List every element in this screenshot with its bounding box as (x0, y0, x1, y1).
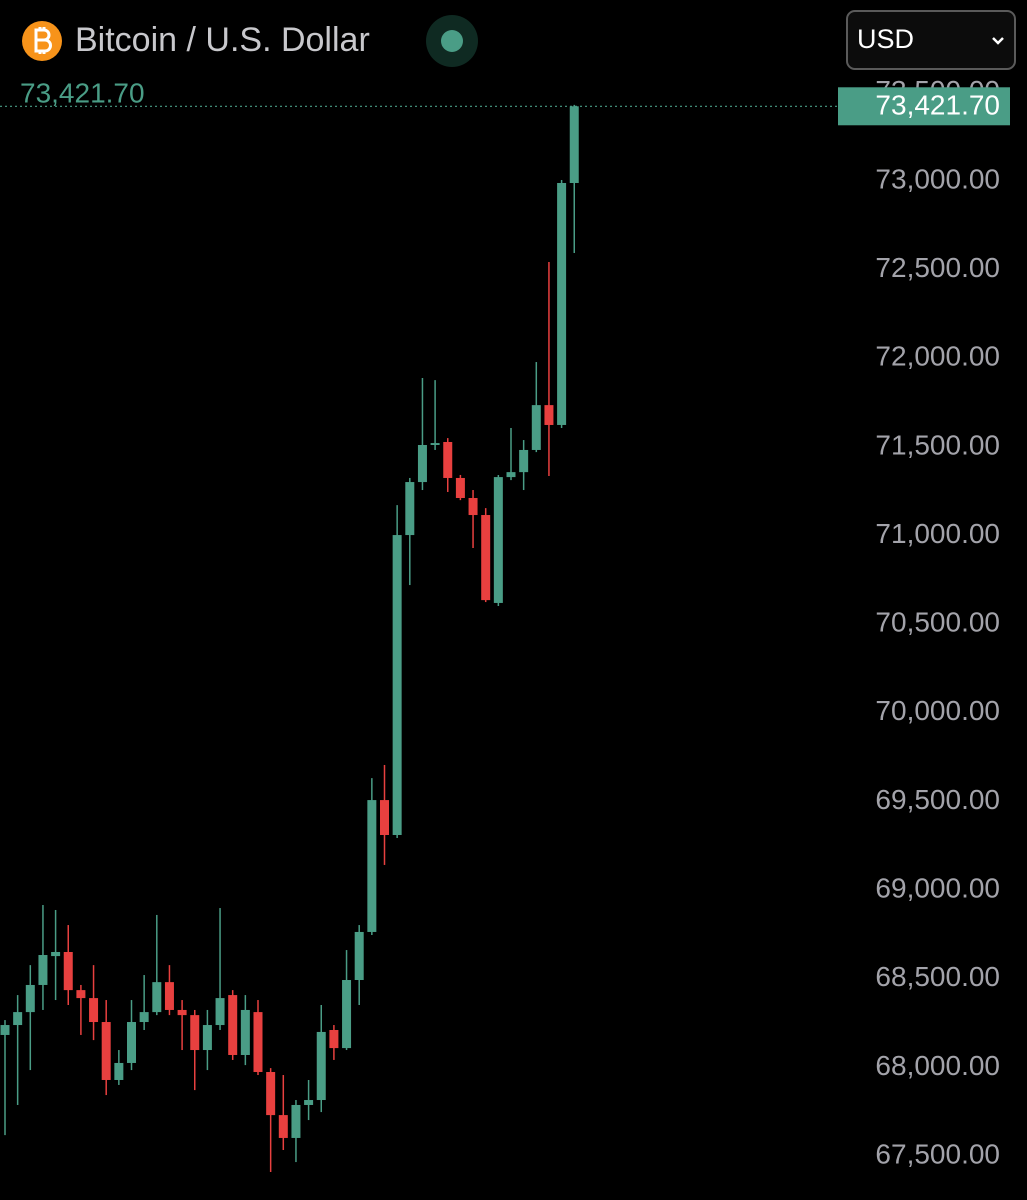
y-tick-label: 71,500.00 (875, 429, 1000, 460)
candle-body (266, 1072, 276, 1116)
candle-body (481, 515, 491, 601)
candle-body (101, 1022, 111, 1080)
y-tick-label: 71,000.00 (875, 518, 1000, 549)
candle-body (304, 1100, 314, 1105)
dropdown-chevron[interactable] (992, 37, 1004, 45)
candle-body (531, 405, 541, 450)
candle-body (417, 445, 427, 483)
y-tick-label: 70,500.00 (875, 607, 1000, 638)
candle-body (430, 443, 440, 446)
candle-body (544, 405, 554, 425)
candle-body (493, 477, 503, 603)
candle-body (506, 472, 516, 478)
y-tick-label: 69,500.00 (875, 784, 1000, 815)
bitcoin-glyph (34, 27, 52, 54)
candle-body (114, 1062, 124, 1080)
candle-body (569, 106, 579, 183)
y-tick-label: 67,500.00 (875, 1138, 1000, 1169)
y-tick-label: 68,500.00 (875, 961, 1000, 992)
y-tick-label: 73,000.00 (875, 163, 1000, 194)
candle-body (152, 982, 162, 1013)
y-tick-label: 72,500.00 (875, 252, 1000, 283)
y-tick-label: 69,000.00 (875, 873, 1000, 904)
candle-body (342, 980, 352, 1049)
chart-title: Bitcoin / U.S. Dollar (75, 21, 370, 59)
currency-dropdown[interactable] (846, 10, 1016, 70)
candle-body (38, 955, 48, 985)
candle-body (89, 998, 99, 1023)
candle-body (367, 800, 377, 932)
candle-body (291, 1104, 301, 1138)
header-price: 73,421.70 (20, 77, 145, 108)
candle-body (354, 931, 364, 981)
candle-body (202, 1025, 212, 1051)
candle-body (215, 998, 225, 1026)
candle-body (51, 951, 61, 957)
status-dot (441, 30, 463, 52)
candle-body (164, 982, 174, 1010)
candle-body (468, 498, 478, 516)
candle-body (455, 477, 465, 499)
candle-body (443, 441, 453, 478)
candle-body (76, 990, 86, 999)
candle-body (329, 1029, 339, 1049)
candle-body (380, 800, 389, 835)
candle-body (405, 482, 415, 536)
candle-body (190, 1015, 200, 1051)
candle-body (557, 182, 567, 425)
candle-body (392, 535, 402, 835)
candle-body (139, 1012, 149, 1023)
candle-body (253, 1012, 263, 1073)
last-price-tag-label: 73,421.70 (875, 90, 1000, 121)
candle-body (127, 1022, 136, 1063)
candle-body (63, 951, 73, 991)
candle-body (177, 1009, 187, 1016)
candle-body (13, 1012, 23, 1026)
candle-body (0, 1025, 10, 1035)
candle-body (240, 1009, 250, 1055)
candle-body (519, 449, 529, 473)
candle-body (316, 1031, 326, 1101)
last-price-tag (838, 87, 1010, 126)
candle-body (278, 1115, 288, 1138)
currency-label[interactable]: USD (857, 24, 914, 54)
y-tick-label: 70,000.00 (875, 695, 1000, 726)
candle-body (25, 984, 35, 1013)
candle-body (228, 995, 238, 1055)
y-tick-label: 72,000.00 (875, 341, 1000, 372)
y-tick-label: 68,000.00 (875, 1050, 1000, 1081)
